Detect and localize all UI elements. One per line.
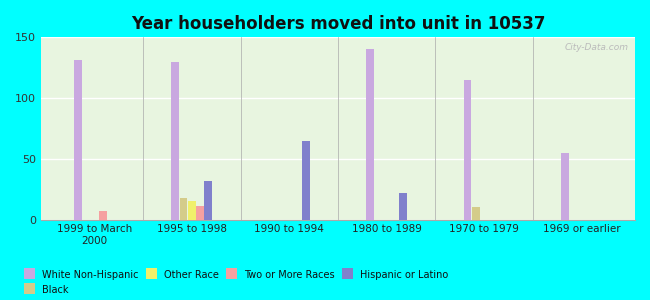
Bar: [463, 80, 471, 220]
Text: City-Data.com: City-Data.com: [565, 43, 629, 52]
Bar: [188, 201, 196, 220]
Bar: [399, 193, 407, 220]
Bar: [366, 50, 374, 220]
Title: Year householders moved into unit in 10537: Year householders moved into unit in 105…: [131, 15, 545, 33]
Bar: [179, 198, 187, 220]
Bar: [74, 60, 82, 220]
Bar: [205, 181, 213, 220]
Bar: [302, 141, 309, 220]
Bar: [561, 153, 569, 220]
Bar: [472, 207, 480, 220]
Bar: [172, 61, 179, 220]
Bar: [196, 206, 204, 220]
Legend: White Non-Hispanic, Black, Other Race, Two or More Races, Hispanic or Latino: White Non-Hispanic, Black, Other Race, T…: [24, 270, 448, 295]
Bar: [99, 211, 107, 220]
